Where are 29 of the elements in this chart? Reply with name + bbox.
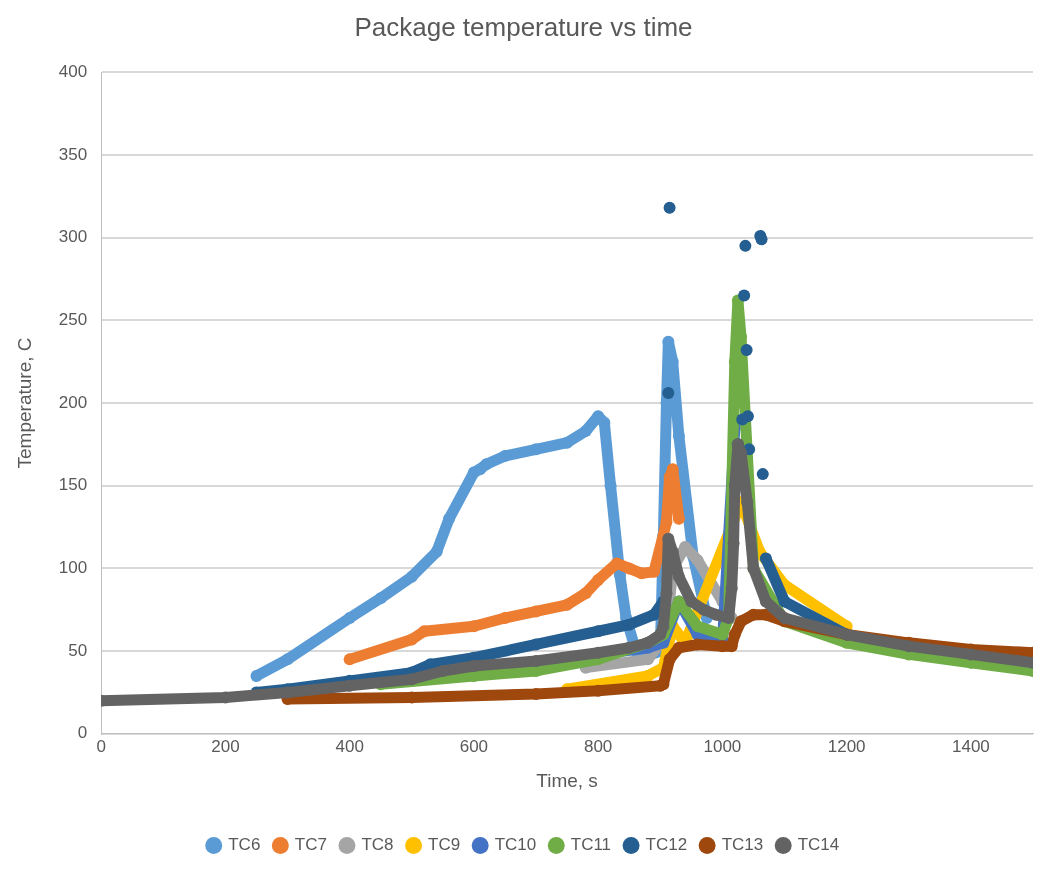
y-tick-label: 300 xyxy=(58,227,88,247)
y-tick-label: 200 xyxy=(58,392,88,412)
y-tick-label: 150 xyxy=(58,475,88,495)
x-axis-title: Time, s xyxy=(536,769,598,791)
legend-label: TC14 xyxy=(797,835,840,855)
x-tick-label: 600 xyxy=(459,736,489,756)
legend-label: TC6 xyxy=(228,835,261,855)
x-tick-label: 1200 xyxy=(827,736,866,756)
y-tick-label: 0 xyxy=(77,723,88,743)
x-tick-label: 400 xyxy=(335,736,364,756)
chart-title: Package temperature vs time xyxy=(354,11,693,42)
y-axis-title: Temperature, C xyxy=(13,337,35,469)
x-tick-label: 800 xyxy=(583,736,613,756)
x-tick-label: 0 xyxy=(96,736,106,756)
legend-label: TC9 xyxy=(428,835,461,855)
legend-label: TC13 xyxy=(721,835,764,855)
y-tick-label: 250 xyxy=(58,309,88,329)
y-tick-label: 50 xyxy=(68,640,88,660)
legend-label: TC12 xyxy=(645,835,688,855)
x-tick-label: 200 xyxy=(211,736,240,756)
y-tick-label: 400 xyxy=(58,61,88,81)
y-tick-label: 100 xyxy=(58,558,88,578)
x-tick-label: 1000 xyxy=(703,736,742,756)
legend-label: TC10 xyxy=(494,835,537,855)
legend-label: TC7 xyxy=(294,835,327,855)
legend-label: TC11 xyxy=(570,835,612,855)
y-tick-label: 350 xyxy=(58,144,88,164)
legend-label: TC8 xyxy=(361,835,394,855)
x-tick-label: 1400 xyxy=(951,736,990,756)
